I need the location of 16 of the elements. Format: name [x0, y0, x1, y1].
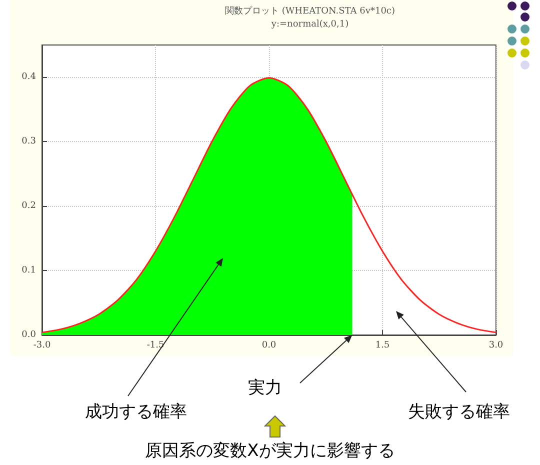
y-tick-label: 0.2 — [22, 201, 36, 212]
text: 失敗する確率 — [408, 401, 510, 423]
text: 原因系の変数Xが実力に影響する — [144, 440, 396, 462]
y-tick-label: 0.1 — [22, 266, 36, 276]
y-tick-label: 0.3 — [22, 136, 36, 147]
annotation: 実力 — [248, 377, 282, 399]
y-tick-label: 0.4 — [22, 72, 36, 82]
line-series — [41, 77, 497, 334]
x-tick-label: 3.0 — [488, 340, 504, 350]
chart-title: 関数プロット (WHEATON.STA 6v*10c) — [225, 6, 395, 16]
y-tick-label: 0.0 — [22, 330, 36, 340]
x-tick-label: -3.0 — [33, 340, 51, 350]
x-tick-label: 1.5 — [375, 340, 390, 350]
text: 成功する確率 — [85, 401, 187, 423]
chart-subtitle: y:=normal(x,0,1) — [270, 20, 349, 30]
x-tick-label: 0.0 — [262, 340, 276, 350]
